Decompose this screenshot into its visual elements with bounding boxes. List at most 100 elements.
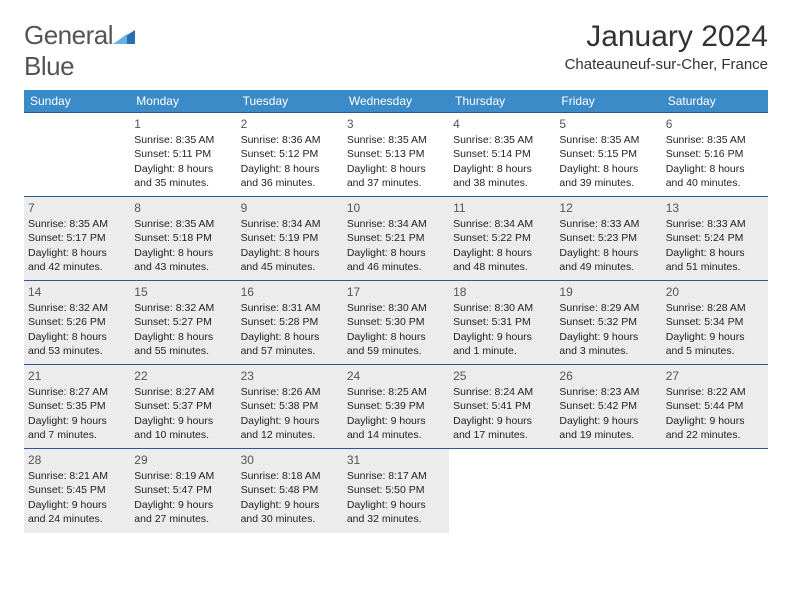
day-header: Friday <box>555 90 661 113</box>
day-info: Sunrise: 8:24 AMSunset: 5:41 PMDaylight:… <box>453 385 551 442</box>
calendar-day-cell: 18Sunrise: 8:30 AMSunset: 5:31 PMDayligh… <box>449 281 555 365</box>
calendar-week-row: 1Sunrise: 8:35 AMSunset: 5:11 PMDaylight… <box>24 113 768 197</box>
logo-triangle-icon <box>113 20 135 51</box>
day-header: Monday <box>130 90 236 113</box>
day-number: 8 <box>134 200 232 216</box>
calendar-week-row: 28Sunrise: 8:21 AMSunset: 5:45 PMDayligh… <box>24 449 768 533</box>
month-title: January 2024 <box>565 20 768 54</box>
calendar-day-cell: 31Sunrise: 8:17 AMSunset: 5:50 PMDayligh… <box>343 449 449 533</box>
day-info: Sunrise: 8:27 AMSunset: 5:35 PMDaylight:… <box>28 385 126 442</box>
day-info: Sunrise: 8:27 AMSunset: 5:37 PMDaylight:… <box>134 385 232 442</box>
day-number: 15 <box>134 284 232 300</box>
day-number: 11 <box>453 200 551 216</box>
calendar-day-cell: 14Sunrise: 8:32 AMSunset: 5:26 PMDayligh… <box>24 281 130 365</box>
calendar-day-cell: 3Sunrise: 8:35 AMSunset: 5:13 PMDaylight… <box>343 113 449 197</box>
day-info: Sunrise: 8:35 AMSunset: 5:18 PMDaylight:… <box>134 217 232 274</box>
day-number: 12 <box>559 200 657 216</box>
location-label: Chateauneuf-sur-Cher, France <box>565 56 768 73</box>
day-info: Sunrise: 8:35 AMSunset: 5:13 PMDaylight:… <box>347 133 445 190</box>
day-info: Sunrise: 8:32 AMSunset: 5:26 PMDaylight:… <box>28 301 126 358</box>
day-number: 20 <box>666 284 764 300</box>
calendar-day-cell: 19Sunrise: 8:29 AMSunset: 5:32 PMDayligh… <box>555 281 661 365</box>
day-number: 1 <box>134 116 232 132</box>
day-info: Sunrise: 8:33 AMSunset: 5:24 PMDaylight:… <box>666 217 764 274</box>
page-header: GeneralBlue January 2024 Chateauneuf-sur… <box>24 20 768 82</box>
day-info: Sunrise: 8:19 AMSunset: 5:47 PMDaylight:… <box>134 469 232 526</box>
day-number: 4 <box>453 116 551 132</box>
day-number: 22 <box>134 368 232 384</box>
day-info: Sunrise: 8:35 AMSunset: 5:14 PMDaylight:… <box>453 133 551 190</box>
day-number: 7 <box>28 200 126 216</box>
calendar-body: 1Sunrise: 8:35 AMSunset: 5:11 PMDaylight… <box>24 113 768 533</box>
calendar-day-cell: 24Sunrise: 8:25 AMSunset: 5:39 PMDayligh… <box>343 365 449 449</box>
logo: GeneralBlue <box>24 20 135 82</box>
day-info: Sunrise: 8:36 AMSunset: 5:12 PMDaylight:… <box>241 133 339 190</box>
day-number: 17 <box>347 284 445 300</box>
day-number: 10 <box>347 200 445 216</box>
day-info: Sunrise: 8:32 AMSunset: 5:27 PMDaylight:… <box>134 301 232 358</box>
calendar-day-cell: 22Sunrise: 8:27 AMSunset: 5:37 PMDayligh… <box>130 365 236 449</box>
calendar-day-cell <box>449 449 555 533</box>
calendar-day-cell: 15Sunrise: 8:32 AMSunset: 5:27 PMDayligh… <box>130 281 236 365</box>
calendar-week-row: 7Sunrise: 8:35 AMSunset: 5:17 PMDaylight… <box>24 197 768 281</box>
day-number: 9 <box>241 200 339 216</box>
day-info: Sunrise: 8:22 AMSunset: 5:44 PMDaylight:… <box>666 385 764 442</box>
calendar-day-cell: 6Sunrise: 8:35 AMSunset: 5:16 PMDaylight… <box>662 113 768 197</box>
day-header: Tuesday <box>237 90 343 113</box>
day-number: 31 <box>347 452 445 468</box>
day-info: Sunrise: 8:30 AMSunset: 5:31 PMDaylight:… <box>453 301 551 358</box>
day-info: Sunrise: 8:35 AMSunset: 5:11 PMDaylight:… <box>134 133 232 190</box>
day-info: Sunrise: 8:35 AMSunset: 5:16 PMDaylight:… <box>666 133 764 190</box>
day-number: 28 <box>28 452 126 468</box>
title-block: January 2024 Chateauneuf-sur-Cher, Franc… <box>565 20 768 73</box>
day-info: Sunrise: 8:23 AMSunset: 5:42 PMDaylight:… <box>559 385 657 442</box>
day-number: 27 <box>666 368 764 384</box>
day-header: Wednesday <box>343 90 449 113</box>
calendar-day-cell: 9Sunrise: 8:34 AMSunset: 5:19 PMDaylight… <box>237 197 343 281</box>
calendar-day-cell: 11Sunrise: 8:34 AMSunset: 5:22 PMDayligh… <box>449 197 555 281</box>
day-number: 24 <box>347 368 445 384</box>
day-number: 14 <box>28 284 126 300</box>
day-number: 29 <box>134 452 232 468</box>
calendar-day-cell: 29Sunrise: 8:19 AMSunset: 5:47 PMDayligh… <box>130 449 236 533</box>
day-header: Saturday <box>662 90 768 113</box>
calendar-day-cell: 13Sunrise: 8:33 AMSunset: 5:24 PMDayligh… <box>662 197 768 281</box>
day-info: Sunrise: 8:30 AMSunset: 5:30 PMDaylight:… <box>347 301 445 358</box>
day-header: Sunday <box>24 90 130 113</box>
calendar-day-cell: 28Sunrise: 8:21 AMSunset: 5:45 PMDayligh… <box>24 449 130 533</box>
day-info: Sunrise: 8:34 AMSunset: 5:21 PMDaylight:… <box>347 217 445 274</box>
day-info: Sunrise: 8:35 AMSunset: 5:15 PMDaylight:… <box>559 133 657 190</box>
day-info: Sunrise: 8:31 AMSunset: 5:28 PMDaylight:… <box>241 301 339 358</box>
calendar-week-row: 21Sunrise: 8:27 AMSunset: 5:35 PMDayligh… <box>24 365 768 449</box>
day-info: Sunrise: 8:17 AMSunset: 5:50 PMDaylight:… <box>347 469 445 526</box>
logo-text-1: General <box>24 20 113 50</box>
day-number: 5 <box>559 116 657 132</box>
calendar-day-cell: 8Sunrise: 8:35 AMSunset: 5:18 PMDaylight… <box>130 197 236 281</box>
calendar-day-cell: 26Sunrise: 8:23 AMSunset: 5:42 PMDayligh… <box>555 365 661 449</box>
calendar-table: SundayMondayTuesdayWednesdayThursdayFrid… <box>24 90 768 533</box>
day-number: 21 <box>28 368 126 384</box>
calendar-day-cell <box>24 113 130 197</box>
day-number: 26 <box>559 368 657 384</box>
calendar-day-cell: 20Sunrise: 8:28 AMSunset: 5:34 PMDayligh… <box>662 281 768 365</box>
day-info: Sunrise: 8:25 AMSunset: 5:39 PMDaylight:… <box>347 385 445 442</box>
day-number: 25 <box>453 368 551 384</box>
calendar-day-cell: 2Sunrise: 8:36 AMSunset: 5:12 PMDaylight… <box>237 113 343 197</box>
day-info: Sunrise: 8:21 AMSunset: 5:45 PMDaylight:… <box>28 469 126 526</box>
logo-text-2: Blue <box>24 51 74 81</box>
calendar-day-cell: 30Sunrise: 8:18 AMSunset: 5:48 PMDayligh… <box>237 449 343 533</box>
calendar-day-cell: 17Sunrise: 8:30 AMSunset: 5:30 PMDayligh… <box>343 281 449 365</box>
day-info: Sunrise: 8:34 AMSunset: 5:19 PMDaylight:… <box>241 217 339 274</box>
day-info: Sunrise: 8:29 AMSunset: 5:32 PMDaylight:… <box>559 301 657 358</box>
calendar-day-cell: 5Sunrise: 8:35 AMSunset: 5:15 PMDaylight… <box>555 113 661 197</box>
day-info: Sunrise: 8:34 AMSunset: 5:22 PMDaylight:… <box>453 217 551 274</box>
calendar-day-cell: 10Sunrise: 8:34 AMSunset: 5:21 PMDayligh… <box>343 197 449 281</box>
day-number: 16 <box>241 284 339 300</box>
day-number: 6 <box>666 116 764 132</box>
day-number: 13 <box>666 200 764 216</box>
day-number: 19 <box>559 284 657 300</box>
calendar-day-cell: 23Sunrise: 8:26 AMSunset: 5:38 PMDayligh… <box>237 365 343 449</box>
calendar-day-cell: 1Sunrise: 8:35 AMSunset: 5:11 PMDaylight… <box>130 113 236 197</box>
day-number: 18 <box>453 284 551 300</box>
day-number: 23 <box>241 368 339 384</box>
